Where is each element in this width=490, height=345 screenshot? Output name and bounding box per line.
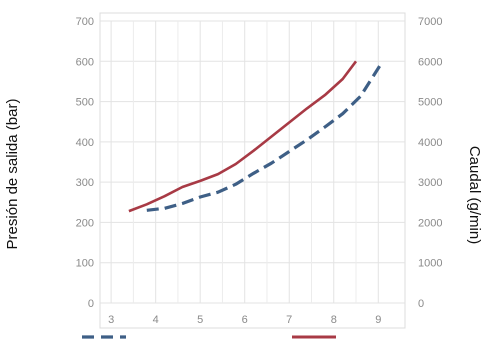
plot-frame <box>99 12 406 329</box>
x-tick-label: 6 <box>242 314 248 326</box>
x-tick-label: 7 <box>286 314 292 326</box>
left-y-tick-label: 100 <box>76 258 94 270</box>
left-y-axis-title: Presión de salida (bar) <box>4 99 21 250</box>
x-tick-label: 5 <box>197 314 203 326</box>
right-y-axis-title: Caudal (g/min) <box>466 146 483 244</box>
left-y-tick-label: 200 <box>76 217 94 229</box>
gridlines <box>100 20 405 304</box>
series-line-solid <box>128 60 358 213</box>
x-tick-label: 9 <box>375 314 381 326</box>
right-y-tick-label: 5000 <box>418 97 442 109</box>
right-y-tick-label: 4000 <box>418 137 442 149</box>
x-tick-label: 3 <box>108 314 114 326</box>
left-y-tick-label: 400 <box>76 137 94 149</box>
x-tick-labels: 3 4 5 6 7 8 9 <box>108 314 381 326</box>
x-tick-label: 4 <box>153 314 159 326</box>
right-y-tick-label: 7000 <box>418 16 442 28</box>
left-y-tick-label: 500 <box>76 97 94 109</box>
right-y-tick-label: 1000 <box>418 258 442 270</box>
left-y-tick-label: 600 <box>76 56 94 68</box>
right-y-tick-label: 6000 <box>418 56 442 68</box>
right-y-tick-labels: 0 1000 2000 3000 4000 5000 6000 7000 <box>418 16 442 310</box>
left-y-tick-labels: 0 100 200 300 400 500 600 700 <box>76 16 94 310</box>
left-y-tick-label: 700 <box>76 16 94 28</box>
left-y-tick-label: 300 <box>76 177 94 189</box>
left-y-tick-label: 0 <box>88 298 94 310</box>
x-tick-label: 8 <box>331 314 337 326</box>
series-lines <box>128 60 385 213</box>
series-line-dashed <box>146 60 385 212</box>
right-y-tick-label: 2000 <box>418 217 442 229</box>
right-y-tick-label: 0 <box>418 298 424 310</box>
right-y-tick-label: 3000 <box>418 177 442 189</box>
